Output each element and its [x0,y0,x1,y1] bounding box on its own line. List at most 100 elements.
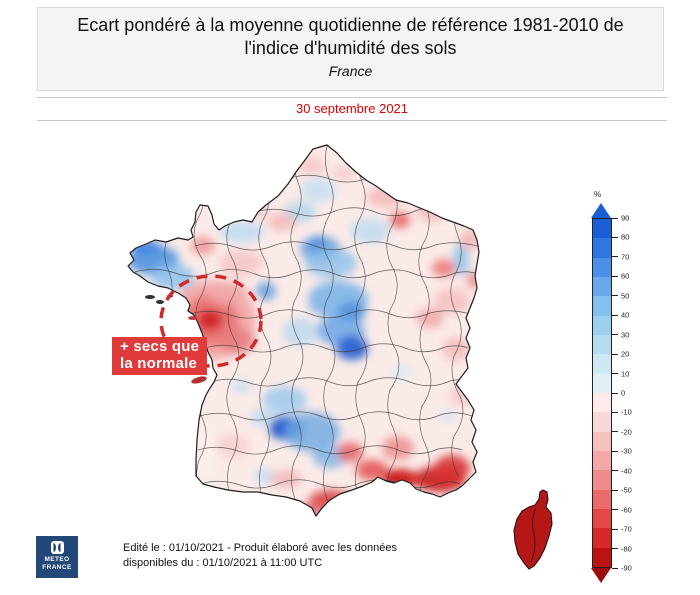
logo-text-line2: FRANCE [42,563,72,571]
toulouse-light-blue [254,469,276,483]
colorbar-tick-mark [611,489,618,491]
meuse-red-spot [390,212,410,228]
roussillon-red [298,504,322,516]
colorbar-tick-label: 70 [621,252,630,262]
colorbar-segment [592,276,611,297]
colorbar-segment [592,315,611,335]
vienne-dry [219,328,255,354]
jura-pink [442,337,470,361]
colorbar-tick-mark [611,353,618,355]
header-title-box: Ecart pondéré à la moyenne quotidienne d… [37,7,664,91]
page-subtitle: France [328,63,373,79]
meteo-france-logo: METEO FRANCE [36,536,78,578]
colorbar-tick-label: -10 [621,407,632,417]
alsace-north-pink [460,230,479,250]
colorbar-tick-label: 60 [621,271,630,281]
colorbar-tick-mark [611,567,618,569]
colorbar-tick-label: 90 [621,213,630,223]
colorbar-tick-mark [611,334,618,336]
anjou-pink [208,281,248,305]
maine-pink [219,250,263,276]
colorbar-segment [592,431,611,451]
burgundy-blue [317,316,365,346]
colorbar-tick-mark [611,392,618,394]
gard-red [356,460,388,480]
brittany-dark-blue [132,241,162,255]
maine-blue-spot [256,282,276,300]
marseille-dark-red [382,469,418,489]
colorbar-tick-mark [611,411,618,413]
mont-st-michel-red [191,237,215,255]
colorbar-tick-mark [611,548,618,550]
champagne-light-blue [350,218,390,244]
colorbar-tick-label: 0 [621,388,626,398]
var-inland-red [434,455,470,481]
date-text: 30 septembre 2021 [295,101,409,116]
centre-blue [308,281,368,319]
dordogne-light-blue [250,410,274,426]
drome-red [382,436,414,460]
ile-de-france-blue [300,236,340,262]
colorbar-tick-mark [611,314,618,316]
colorbar-tick-mark [611,470,618,472]
logo-glyph [53,543,61,552]
var-dark-red [414,466,466,492]
massif-central-dark-blue [269,416,303,440]
auvergne-blue [284,412,340,452]
lille-pink [332,165,356,181]
colorbar-segment [592,296,611,316]
colorbar-tick-label: 80 [621,232,630,242]
colorbar-tick-label: 40 [621,310,630,320]
colorbar-segment [592,219,611,239]
colorbar-tick-label: -70 [621,524,632,534]
vendee-dry-core [197,309,223,331]
colorbar-tick-mark [611,373,618,375]
colorbar-tick-label: 50 [621,291,630,301]
oise-light-blue [284,202,316,222]
page-title-line1: Ecart pondéré à la moyenne quotidienne d… [77,15,624,35]
colorbar-segment [592,528,611,548]
colorbar-tick-label: -40 [621,466,632,476]
colorbar-segment [592,392,611,413]
logo-text-line1: METEO [44,556,70,563]
aveyron-east-red [337,442,363,462]
colorbar-tick-mark [611,295,618,297]
legend-unit-label: % [594,190,602,199]
centre-blue-ext [338,302,366,322]
colorbar-tick-label: 30 [621,330,630,340]
colorbar-segment [592,334,611,355]
gers-pink [270,470,302,488]
france-outline [127,144,480,517]
aveyron-blue [313,446,347,468]
colorbar-tick-mark [611,450,618,452]
colorbar-tick-label: 20 [621,349,630,359]
dry-annotation-line1: + secs que [120,338,200,355]
colorbar-tick-mark [611,217,618,219]
page-title-line2: l'indice d'humidité des sols [244,38,457,58]
colorbar-tick-label: -20 [621,427,632,437]
charente-light-blue [232,378,252,394]
colorbar-tick-label: -80 [621,544,632,554]
meteo-france-icon [50,541,64,554]
colorbar-top-arrow [591,203,611,218]
france-base-fill [128,145,479,516]
burgundy-dark-blue [336,336,368,360]
vosges-red-spot [432,259,456,277]
colorbar-tick-mark [611,275,618,277]
lorraine-pink [416,202,448,222]
date-banner: 30 septembre 2021 [37,97,667,121]
rhone-light-blue [392,365,412,381]
colorbar-bottom-arrow [591,568,611,583]
colorbar-tick-mark [611,431,618,433]
colorbar-segment [592,470,611,490]
brittany-blue [128,245,179,275]
alsace-south-red [467,271,479,289]
corsica [513,489,553,570]
colorbar-segment [592,412,611,432]
colorbar-tick-mark [611,256,618,258]
footer-line1: Edité le : 01/10/2021 - Produit élaboré … [123,542,397,554]
paris-dark-blue [310,236,326,250]
alsace-rhine-blue [453,242,469,276]
footer-note: Edité le : 01/10/2021 - Produit élaboré … [123,541,397,571]
